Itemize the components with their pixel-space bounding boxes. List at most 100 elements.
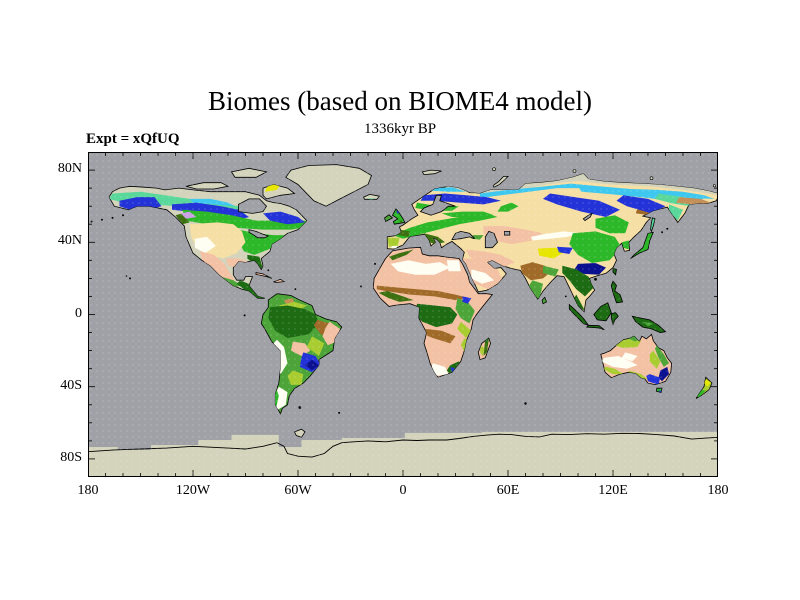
small-island <box>564 295 567 298</box>
biomes-north-america <box>109 191 307 299</box>
small-island <box>267 269 270 272</box>
small-island <box>129 277 131 280</box>
biome-patch-dark_green <box>572 294 585 311</box>
land-iceland <box>363 193 381 200</box>
biomes-iceland <box>366 198 375 200</box>
biome-patch-yellow <box>537 247 564 259</box>
small-island <box>298 406 302 409</box>
biome-patch-lavender <box>180 211 197 219</box>
land-novaya-zemlya <box>492 176 509 188</box>
biome-patch-yellow_green <box>306 336 325 356</box>
land-japan <box>630 231 654 259</box>
land-svalbard <box>421 169 442 176</box>
lon-axis-label-60E: 60E <box>496 483 520 498</box>
lat-axis-label-40S: 40S <box>60 377 82 393</box>
biome-patch-dark_green <box>630 254 638 259</box>
biomes-japan <box>630 254 638 259</box>
biome-patch-tundra_cyan <box>189 198 235 207</box>
biome-patch-yellow <box>264 184 281 192</box>
biome-patch-savanna_brown <box>376 285 470 301</box>
land-greenland <box>285 164 372 207</box>
biome-patch-taiga_blue <box>658 390 662 393</box>
biomes-australia <box>600 335 669 385</box>
biome-patch-bright_green <box>238 229 284 255</box>
small-island <box>90 220 93 223</box>
biome-patch-mid_green <box>455 298 475 324</box>
biome-patch-navy <box>658 366 669 382</box>
small-island <box>101 218 103 221</box>
lon-axis-label-180: 180 <box>707 483 729 498</box>
small-island <box>243 314 246 317</box>
small-island <box>524 402 527 405</box>
biomes-south-america <box>268 298 340 414</box>
biome-patch-yellow <box>704 379 711 387</box>
biome-patch-desert_pink <box>483 226 543 245</box>
biome-patch-dark_green <box>268 305 319 338</box>
lon-axis-label-120E: 120E <box>598 483 628 498</box>
small-island <box>492 167 496 172</box>
lon-axis-label-60W: 60W <box>284 483 312 498</box>
lat-axis-label-0: 0 <box>75 305 82 321</box>
land-sri-lanka <box>541 296 547 305</box>
land-taiwan <box>612 267 617 276</box>
sea-baltic-sea <box>419 194 456 216</box>
biome-patch-bright_green <box>621 240 629 250</box>
land-cuba <box>255 272 272 279</box>
biome-patch-olive_green <box>389 249 414 261</box>
biome-patch-spring_green <box>669 204 683 221</box>
antarctic-peninsula <box>293 428 306 438</box>
biome-patch-mid_green <box>529 280 543 300</box>
lat-axis-label-80S: 80S <box>60 449 82 465</box>
biome-patch-bright_green <box>595 215 629 234</box>
small-island <box>338 411 341 414</box>
antarctic-coastline <box>88 432 718 458</box>
land-great-britain <box>391 208 406 225</box>
land-ireland <box>384 214 394 223</box>
biome-patch-yellow_green <box>457 321 472 338</box>
small-island <box>594 277 597 281</box>
biome-patch-desert_white <box>446 260 461 272</box>
sea-lake-baikal <box>582 212 593 222</box>
biome-patch-tundra_cyan <box>431 187 466 192</box>
biome-patch-yellow_green <box>387 237 400 247</box>
lon-axis-label-0: 0 <box>399 483 407 498</box>
land-borneo <box>593 302 612 322</box>
biome-patch-tan_brown <box>676 197 711 206</box>
small-island <box>649 176 654 181</box>
biomes-tasmania <box>658 390 662 393</box>
biome-patch-desert_white <box>390 260 451 275</box>
lon-axis-label-120W: 120W <box>175 483 211 498</box>
small-island <box>374 262 376 265</box>
biome-patch-taiga_blue <box>557 246 573 254</box>
land-hispaniola <box>273 278 286 283</box>
map-plot-area <box>88 152 718 477</box>
biome-patch-yellow_green <box>287 370 304 385</box>
experiment-label: Expt = xQfUQ <box>86 131 180 147</box>
biome-patch-desert_pink <box>291 341 311 356</box>
small-island <box>294 288 297 291</box>
biome-patch-taiga_blue <box>263 211 305 225</box>
land-sakhalin <box>650 217 656 233</box>
world-map-svg <box>88 152 718 477</box>
biome-patch-desert_pink <box>466 249 515 268</box>
land-ellesmere-island <box>230 167 268 178</box>
plot-frame <box>88 152 718 477</box>
small-island <box>712 184 716 188</box>
biomes-africa <box>376 249 475 376</box>
lat-axis-label-80N: 80N <box>57 161 82 177</box>
biomes-baffin-island <box>264 184 281 192</box>
biome-patch-mid_green <box>543 265 559 277</box>
land-philippines <box>610 280 624 304</box>
biome-patch-desert_white <box>390 245 398 249</box>
biome-patch-bright_green <box>441 211 494 217</box>
biome-patch-desert_white <box>194 236 216 254</box>
biome-patch-tan_brown <box>284 298 295 304</box>
biome-patch-tundra_cyan <box>480 183 715 199</box>
biome-patch-taiga_blue <box>646 374 661 385</box>
biome-patch-olive_green <box>483 339 489 356</box>
biome-patch-desert_pink <box>200 251 235 286</box>
biome-patch-taiga_blue <box>462 296 472 304</box>
biome-patch-bright_green <box>696 390 706 398</box>
biome-patch-desert_white <box>600 356 638 369</box>
